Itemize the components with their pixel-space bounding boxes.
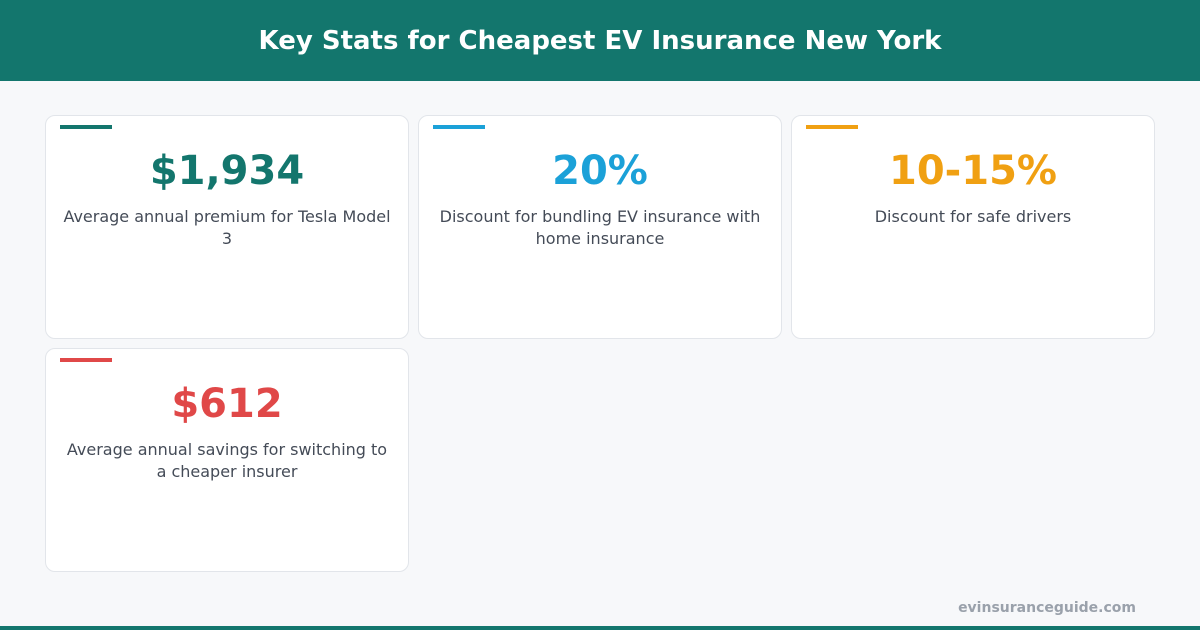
stat-value: $612 [171,381,283,427]
accent-bar [433,125,485,129]
accent-bar [806,125,858,129]
stat-label: Average annual premium for Tesla Model 3 [63,207,391,248]
stat-label: Average annual savings for switching to … [66,440,388,481]
header: Key Stats for Cheapest EV Insurance New … [0,0,1200,81]
stat-value: 10-15% [888,148,1057,194]
stat-value: 20% [552,148,648,194]
stat-card: $1,934 Average annual premium for Tesla M… [45,115,409,339]
stat-card: $612 Average annual savings for switching… [45,348,409,572]
source: evinsuranceguide.com [958,600,1136,616]
accent-bar [60,125,112,129]
stat-label: Discount for bundling EV insurance with … [439,207,761,248]
accent-bar [60,358,112,362]
stat-card: 20% Discount for bundling EV insurance wi… [418,115,782,339]
bottom-bar [0,626,1200,630]
stat-label: Discount for safe drivers [874,207,1072,226]
stat-value: $1,934 [149,148,305,194]
title: Key Stats for Cheapest EV Insurance New … [258,25,942,56]
stat-card: 10-15% Discount for safe drivers [791,115,1155,339]
stats-grid: $1,934 Average annual premium for Tesla M… [45,115,1155,572]
